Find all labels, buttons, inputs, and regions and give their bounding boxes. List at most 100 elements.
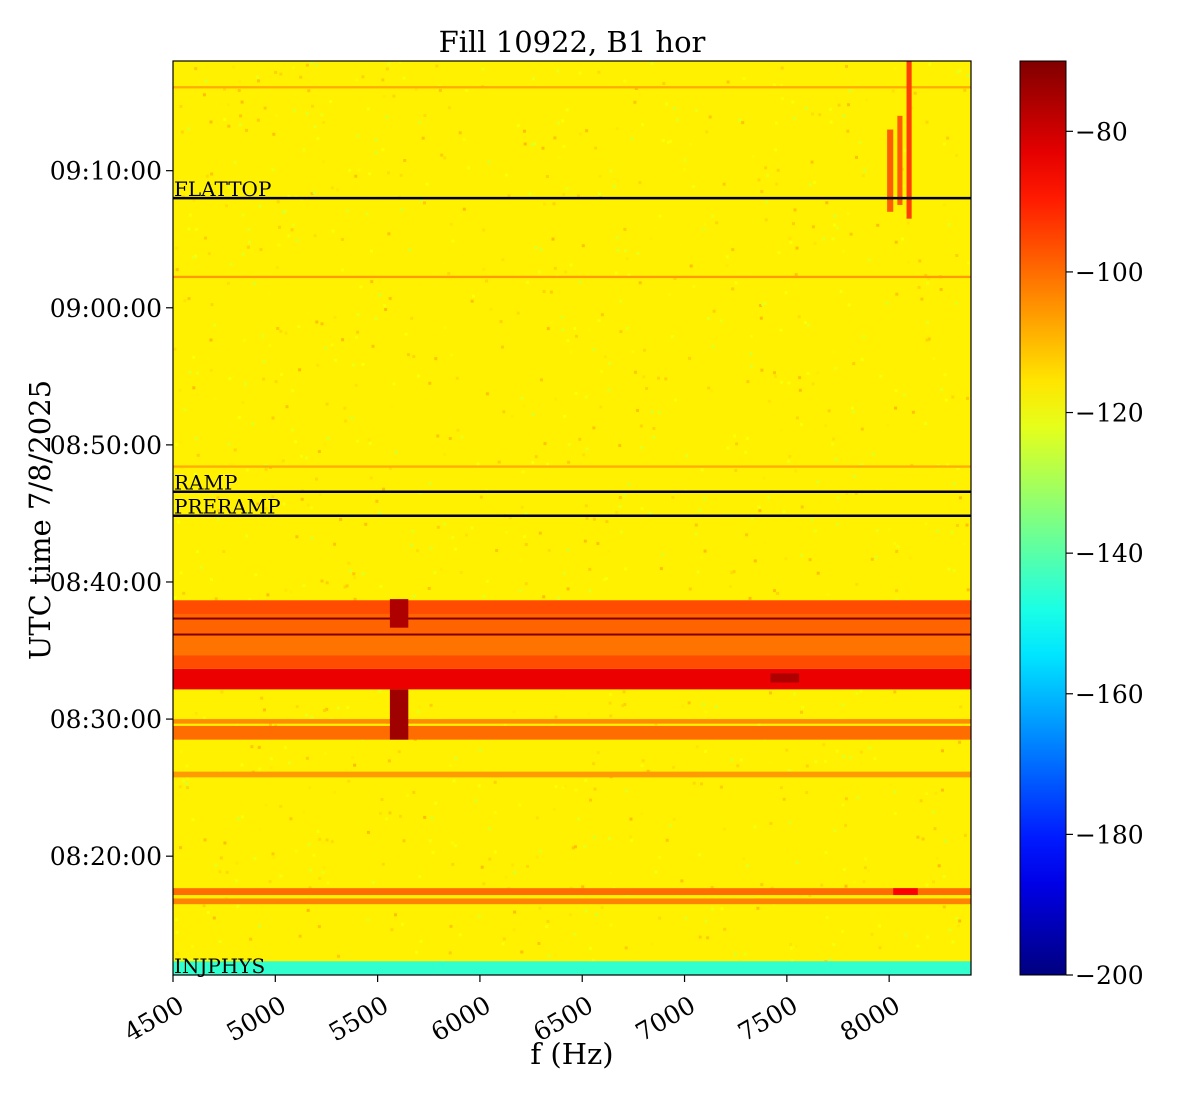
heatmap-noise-cell (521, 470, 525, 474)
heatmap-noise-cell (867, 258, 871, 262)
heatmap-noise-cell (290, 228, 294, 232)
heatmap-noise-cell (421, 136, 425, 140)
heatmap-feature (887, 129, 894, 212)
heatmap-noise-cell (511, 863, 515, 867)
heatmap-noise-cell (625, 789, 628, 793)
heatmap-noise-cell (602, 369, 606, 373)
heatmap-noise-cell (202, 93, 206, 97)
heatmap-noise-cell (868, 746, 872, 750)
heatmap-noise-cell (618, 444, 622, 447)
heatmap-noise-cell (734, 281, 738, 285)
heatmap-noise-cell (714, 801, 718, 805)
heatmap-noise-cell (238, 80, 241, 84)
heatmap-noise-cell (256, 75, 260, 79)
heatmap-noise-cell (814, 333, 818, 337)
heatmap-noise-cell (361, 75, 365, 79)
heatmap-noise-cell (859, 463, 863, 466)
heatmap-noise-cell (178, 785, 182, 789)
heatmap-noise-cell (764, 166, 768, 170)
heatmap-noise-cell (927, 337, 931, 341)
heatmap-noise-cell (895, 549, 899, 553)
heatmap-noise-cell (593, 303, 597, 307)
heatmap-noise-cell (784, 557, 788, 561)
heatmap-noise-cell (728, 585, 732, 588)
heatmap-noise-cell (253, 857, 257, 860)
heatmap-noise-cell (329, 100, 333, 104)
heatmap-noise-cell (412, 355, 416, 358)
heatmap-noise-cell (770, 886, 774, 890)
heatmap-noise-cell (302, 584, 306, 588)
heatmap-noise-cell (258, 174, 262, 178)
heatmap-noise-cell (289, 817, 293, 821)
heatmap-noise-cell (459, 213, 463, 217)
heatmap-noise-cell (390, 928, 394, 932)
heatmap-noise-cell (450, 841, 454, 845)
heatmap-noise-cell (195, 371, 199, 375)
heatmap-noise-cell (247, 249, 251, 253)
heatmap-noise-cell (561, 119, 565, 123)
heatmap-noise-cell (497, 460, 501, 464)
heatmap-noise-cell (926, 935, 930, 939)
heatmap-noise-cell (323, 709, 327, 712)
heatmap-noise-cell (609, 169, 613, 173)
heatmap-noise-cell (411, 529, 415, 533)
heatmap-noise-cell (939, 288, 943, 291)
heatmap-noise-cell (239, 114, 243, 118)
heatmap-noise-cell (925, 338, 929, 342)
x-tick-label: 8000 (835, 990, 905, 1047)
heatmap-noise-cell (925, 329, 929, 333)
heatmap-noise-cell (927, 276, 931, 280)
heatmap-noise-cell (836, 496, 840, 500)
heatmap-noise-cell (592, 517, 596, 521)
heatmap-noise-cell (430, 816, 434, 820)
heatmap-noise-cell (779, 328, 783, 332)
heatmap-noise-cell (943, 203, 947, 207)
heatmap-noise-cell (645, 387, 649, 390)
heatmap-noise-cell (275, 266, 279, 270)
phase-marker-label: INJPHYS (174, 954, 265, 978)
heatmap-noise-cell (531, 143, 534, 147)
heatmap-noise-cell (223, 118, 227, 121)
heatmap-noise-cell (683, 158, 687, 162)
heatmap-noise-cell (416, 549, 420, 553)
heatmap-noise-cell (217, 517, 220, 521)
heatmap-noise-cell (895, 589, 899, 593)
heatmap-noise-cell (306, 908, 310, 912)
heatmap-noise-cell (578, 71, 582, 75)
heatmap-noise-cell (664, 377, 668, 381)
heatmap-noise-cell (824, 851, 828, 855)
heatmap-noise-cell (460, 435, 464, 439)
heatmap-noise-cell (642, 375, 646, 379)
x-tick-label: 7500 (733, 990, 803, 1047)
heatmap-noise-cell (958, 335, 962, 339)
heatmap-noise-cell (186, 262, 190, 266)
heatmap-noise-cell (664, 102, 668, 106)
heatmap-noise-cell (182, 591, 186, 595)
heatmap-noise-cell (589, 798, 592, 802)
heatmap-dark-line (173, 633, 971, 636)
heatmap-noise-cell (773, 375, 777, 379)
heatmap-noise-cell (794, 944, 798, 948)
heatmap-noise-cell (836, 226, 840, 230)
x-tick-label: 5500 (324, 990, 394, 1047)
heatmap-noise-cell (226, 103, 230, 107)
heatmap-noise-cell (196, 550, 199, 554)
heatmap-noise-cell (957, 924, 960, 928)
heatmap-noise-cell (749, 352, 753, 356)
heatmap-noise-cell (259, 496, 263, 500)
heatmap-noise-cell (204, 79, 208, 83)
heatmap-noise-cell (345, 209, 349, 213)
heatmap-noise-cell (235, 861, 239, 865)
heatmap-noise-cell (896, 545, 900, 548)
heatmap-noise-cell (764, 218, 768, 222)
heatmap-noise-cell (409, 421, 413, 425)
heatmap-noise-cell (780, 380, 784, 384)
heatmap-noise-cell (935, 856, 939, 860)
heatmap-noise-cell (206, 910, 210, 914)
heatmap-noise-cell (240, 763, 244, 767)
heatmap-noise-cell (179, 846, 182, 850)
heatmap-background (173, 61, 971, 975)
heatmap-band (173, 725, 971, 740)
heatmap-noise-cell (833, 829, 837, 833)
heatmap-noise-cell (194, 472, 197, 476)
